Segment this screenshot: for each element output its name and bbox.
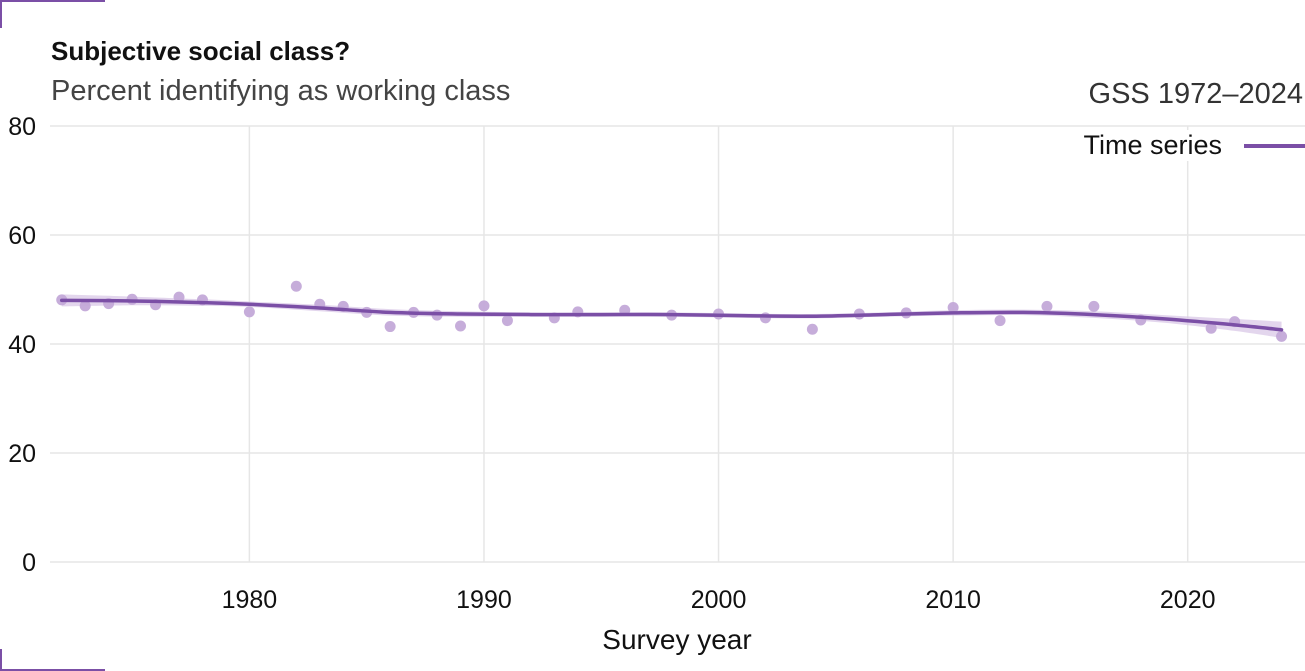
data-point (243, 306, 255, 318)
data-point (947, 301, 959, 313)
data-point (1276, 330, 1288, 342)
bottom-left-corner-mark (0, 649, 105, 671)
data-point (759, 312, 771, 324)
data-point (1088, 300, 1100, 312)
y-tick-label: 80 (8, 113, 36, 141)
x-axis-title: Survey year (602, 624, 751, 655)
x-tick-label: 2000 (691, 586, 747, 614)
data-point (994, 315, 1006, 327)
legend: Time series (1065, 130, 1305, 161)
data-point (806, 323, 818, 335)
data-point (1041, 300, 1053, 312)
data-points (56, 280, 1288, 342)
series-line-time-series (59, 298, 1284, 332)
y-tick-label: 20 (8, 440, 36, 468)
top-left-corner-mark (0, 0, 105, 28)
data-point (290, 280, 302, 292)
legend-label: Time series (1083, 130, 1222, 160)
data-point (1205, 322, 1217, 334)
y-tick-label: 0 (22, 549, 36, 577)
legend-swatch (1244, 143, 1305, 148)
data-point (455, 320, 467, 332)
data-point (501, 315, 513, 327)
data-point (79, 300, 91, 312)
x-tick-label: 2010 (925, 586, 981, 614)
y-tick-label: 40 (8, 331, 36, 359)
x-tick-label: 1990 (456, 586, 512, 614)
chart-subtitle: Percent identifying as working class (51, 75, 511, 107)
grid (50, 125, 1305, 563)
y-tick-label: 60 (8, 222, 36, 250)
chart-title: Subjective social class? (51, 36, 351, 66)
x-axis-ticks: 1980 1990 2000 2010 2020 (222, 586, 1216, 614)
data-point (173, 291, 185, 303)
data-point (384, 321, 396, 333)
source-label: GSS 1972–2024 (1088, 78, 1303, 110)
x-tick-label: 1980 (222, 586, 278, 614)
trend-line (59, 298, 1284, 332)
x-tick-label: 2020 (1160, 586, 1216, 614)
y-axis-ticks: 0 20 40 60 80 (8, 113, 36, 577)
data-point (478, 300, 490, 312)
